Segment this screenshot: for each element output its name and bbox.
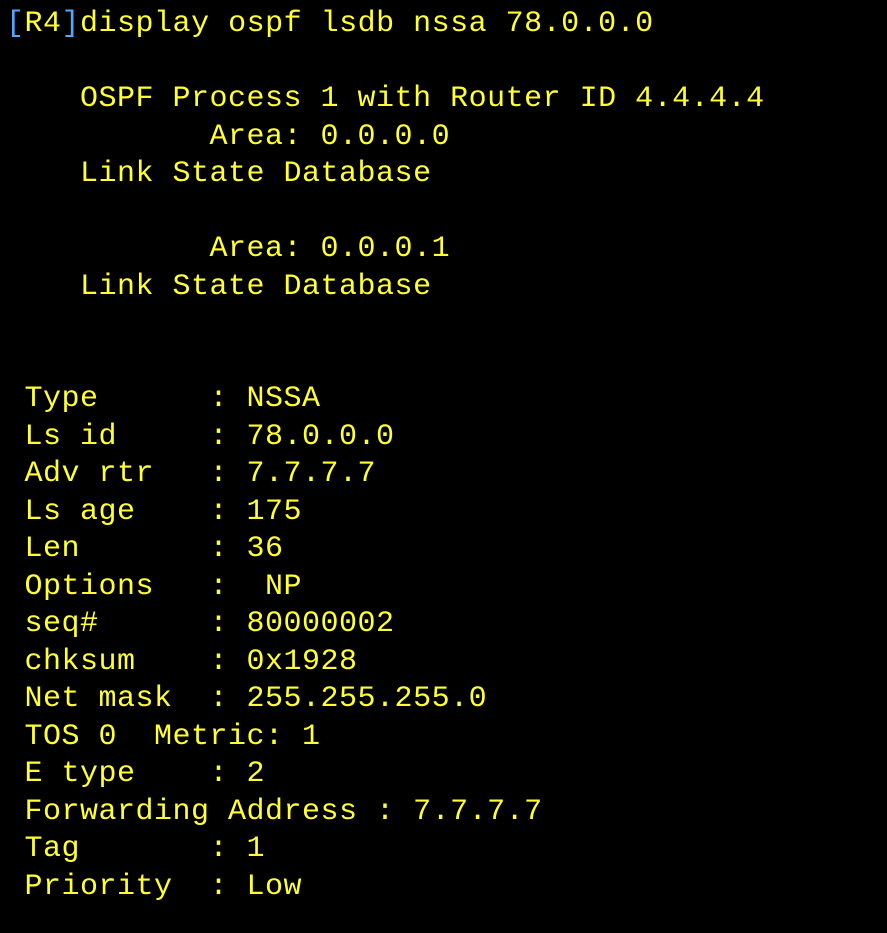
header-line-process: OSPF Process 1 with Router ID 4.4.4.4 <box>6 82 765 116</box>
detail-chksum: chksum : 0x1928 <box>6 645 358 679</box>
header-line-area0: Area: 0.0.0.0 <box>6 120 450 154</box>
detail-tag: Tag : 1 <box>6 832 265 866</box>
detail-etype: E type : 2 <box>6 757 265 791</box>
prompt-hostname: R4 <box>25 7 62 41</box>
detail-lsid: Ls id : 78.0.0.0 <box>6 420 395 454</box>
detail-options: Options : NP <box>6 570 302 604</box>
header-line-lsdb1: Link State Database <box>6 270 432 304</box>
prompt-open-bracket: [ <box>6 7 25 41</box>
detail-advrtr: Adv rtr : 7.7.7.7 <box>6 457 376 491</box>
detail-priority: Priority : Low <box>6 870 302 904</box>
detail-type: Type : NSSA <box>6 382 321 416</box>
detail-len: Len : 36 <box>6 532 284 566</box>
detail-lsage: Ls age : 175 <box>6 495 302 529</box>
header-line-lsdb0: Link State Database <box>6 157 432 191</box>
header-line-area1: Area: 0.0.0.1 <box>6 232 450 266</box>
prompt-close-bracket: ] <box>62 7 81 41</box>
detail-netmask: Net mask : 255.255.255.0 <box>6 682 487 716</box>
terminal-output: [R4]display ospf lsdb nssa 78.0.0.0 OSPF… <box>0 0 887 906</box>
detail-fwdaddr: Forwarding Address : 7.7.7.7 <box>6 795 543 829</box>
detail-seq: seq# : 80000002 <box>6 607 395 641</box>
prompt-command: display ospf lsdb nssa 78.0.0.0 <box>80 7 654 41</box>
detail-tosmetric: TOS 0 Metric: 1 <box>6 720 321 754</box>
